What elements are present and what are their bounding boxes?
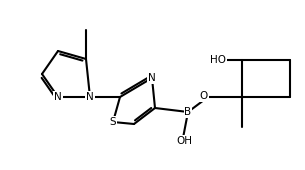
- Text: N: N: [54, 92, 62, 102]
- Text: HO: HO: [210, 55, 226, 65]
- Text: OH: OH: [176, 136, 192, 146]
- Text: N: N: [86, 92, 94, 102]
- Text: S: S: [110, 117, 116, 127]
- Text: B: B: [185, 107, 192, 117]
- Text: N: N: [148, 73, 156, 83]
- Text: O: O: [200, 91, 208, 101]
